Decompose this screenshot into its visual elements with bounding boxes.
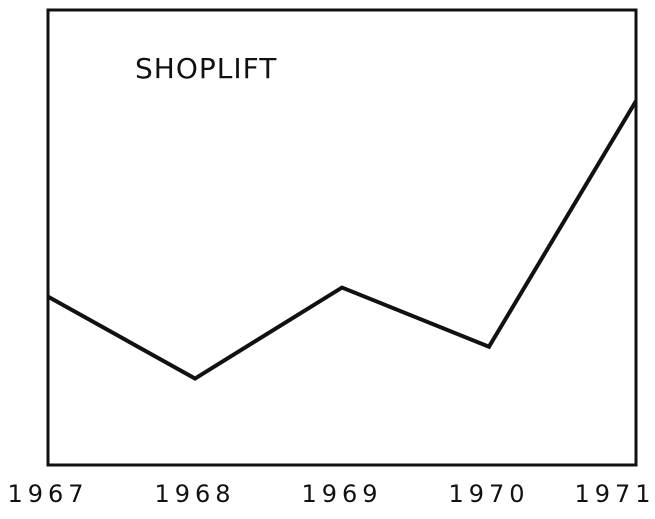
x-tick-label: 1968 (154, 480, 235, 508)
x-tick-label: 1970 (448, 480, 529, 508)
x-tick-label: 1971 (574, 480, 655, 508)
x-tick-label: 1969 (301, 480, 382, 508)
plot-frame (46, 8, 638, 467)
x-tick-label: 1967 (7, 480, 88, 508)
chart-title: SHOPLIFT (135, 52, 277, 85)
data-line (47, 99, 638, 381)
